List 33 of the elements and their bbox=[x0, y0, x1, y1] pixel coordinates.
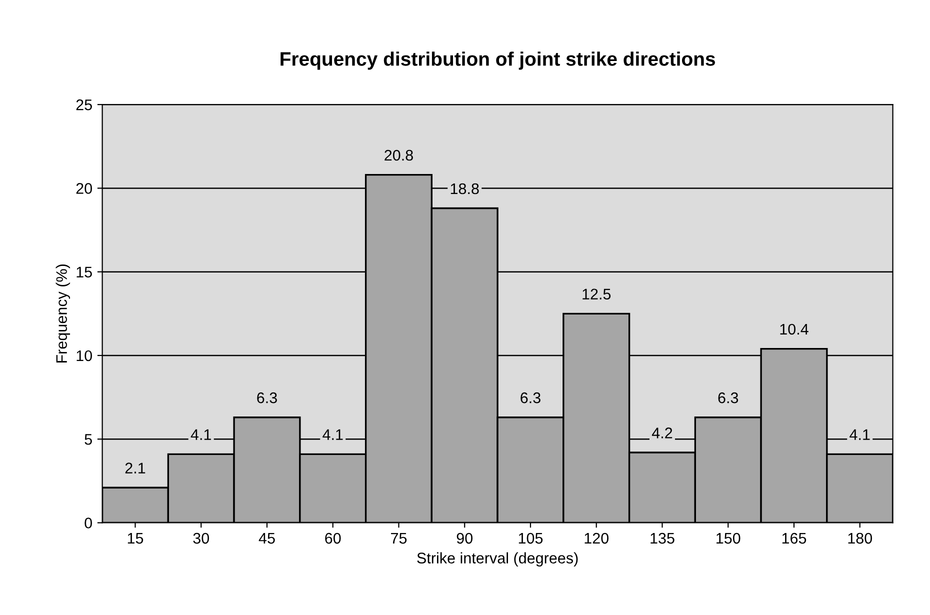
x-tick-label: 120 bbox=[584, 532, 609, 544]
data-label: 12.5 bbox=[582, 288, 611, 300]
data-label: 10.4 bbox=[780, 324, 808, 335]
x-tick-label: 135 bbox=[650, 532, 674, 544]
x-tick-label: 15 bbox=[128, 533, 144, 544]
x-tick-label: 60 bbox=[325, 532, 341, 544]
data-label: 4.1 bbox=[850, 429, 870, 440]
data-label: 6.3 bbox=[520, 392, 540, 404]
x-tick-label: 105 bbox=[518, 532, 543, 544]
x-tick-label: 30 bbox=[193, 532, 210, 544]
data-label: 20.8 bbox=[384, 150, 413, 161]
x-tick-label: 150 bbox=[716, 532, 740, 544]
y-tick-label: 5 bbox=[84, 434, 92, 445]
data-label: 4.1 bbox=[190, 429, 211, 440]
chart-title: Frequency distribution of joint strike directions bbox=[280, 52, 716, 70]
x-tick-label: 45 bbox=[258, 533, 275, 544]
y-tick-label: 20 bbox=[76, 183, 92, 194]
x-axis-title: Strike interval (degrees) bbox=[417, 552, 578, 567]
y-tick-label: 10 bbox=[76, 350, 92, 362]
x-tick-label: 90 bbox=[456, 532, 473, 544]
y-tick-label: 25 bbox=[76, 99, 92, 110]
x-tick-label: 180 bbox=[848, 532, 872, 544]
y-axis-title: Frequency (%) bbox=[56, 264, 70, 362]
y-tick-label: 0 bbox=[84, 518, 92, 528]
data-label: 4.2 bbox=[652, 428, 672, 438]
data-label: 6.3 bbox=[257, 392, 277, 404]
data-label: 2.1 bbox=[125, 462, 146, 474]
data-label: 18.8 bbox=[450, 183, 479, 194]
x-tick-label: 165 bbox=[782, 532, 806, 544]
data-label: 6.3 bbox=[718, 392, 738, 404]
y-tick-label: 15 bbox=[76, 266, 92, 278]
x-tick-label: 75 bbox=[391, 533, 407, 544]
data-label: 4.1 bbox=[322, 429, 343, 440]
